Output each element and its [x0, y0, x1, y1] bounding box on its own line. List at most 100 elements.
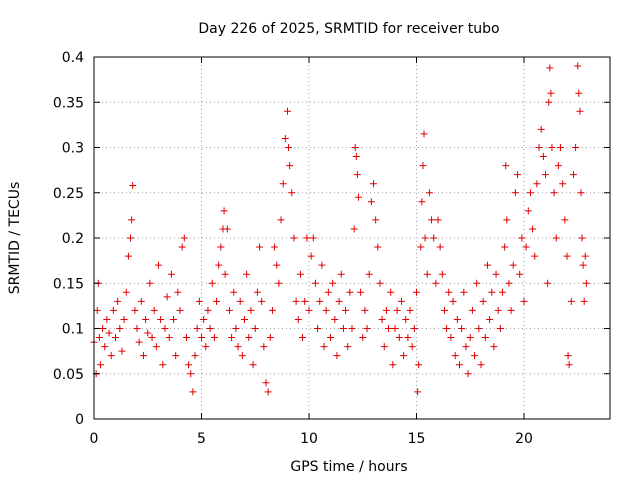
- data-point: [481, 334, 489, 342]
- data-point: [223, 225, 231, 233]
- data-point: [152, 343, 160, 351]
- data-point: [311, 279, 319, 287]
- y-tick-label: 0.35: [53, 95, 84, 111]
- data-point: [142, 315, 150, 323]
- data-point: [182, 334, 190, 342]
- y-tick-label: 0: [75, 412, 84, 428]
- data-point: [547, 89, 555, 97]
- data-point: [266, 334, 274, 342]
- data-point: [292, 297, 300, 305]
- data-point: [483, 261, 491, 269]
- data-point: [170, 315, 178, 323]
- data-point: [408, 343, 416, 351]
- data-point: [213, 297, 221, 305]
- data-point: [208, 279, 216, 287]
- data-point: [531, 252, 539, 260]
- y-tick-label: 0.3: [62, 141, 84, 157]
- data-point: [477, 361, 485, 369]
- data-point: [357, 288, 365, 296]
- data-point: [488, 288, 496, 296]
- data-point: [458, 325, 466, 332]
- data-point: [520, 297, 528, 305]
- data-point: [249, 361, 257, 369]
- x-tick-label: 5: [197, 431, 206, 447]
- data-point: [172, 352, 180, 360]
- data-point: [449, 297, 457, 305]
- data-point: [464, 370, 472, 378]
- data-point: [200, 315, 208, 323]
- data-point: [157, 315, 165, 323]
- data-point: [217, 243, 225, 251]
- data-point: [567, 297, 575, 305]
- x-tick-label: 10: [300, 431, 318, 447]
- data-point: [189, 388, 197, 396]
- data-point: [370, 180, 377, 188]
- data-point: [479, 297, 487, 305]
- data-point: [275, 279, 283, 287]
- data-point: [296, 270, 304, 278]
- data-point: [443, 325, 451, 332]
- data-point: [318, 261, 326, 269]
- data-point: [574, 62, 582, 70]
- data-point: [563, 252, 571, 260]
- data-point: [101, 343, 109, 351]
- data-point: [167, 270, 175, 278]
- data-point: [352, 153, 360, 161]
- data-point: [421, 234, 429, 242]
- data-point: [165, 334, 173, 342]
- data-point: [502, 162, 510, 170]
- data-point: [546, 64, 554, 72]
- data-point: [180, 234, 188, 242]
- data-point: [432, 279, 440, 287]
- data-point: [526, 189, 534, 197]
- data-point: [221, 270, 229, 278]
- data-point: [428, 216, 436, 224]
- data-point: [335, 297, 343, 305]
- data-point: [456, 361, 463, 369]
- data-point: [468, 306, 476, 314]
- data-point: [95, 334, 103, 342]
- data-point: [122, 288, 130, 296]
- data-point: [423, 270, 431, 278]
- data-point: [578, 234, 586, 242]
- data-point: [581, 252, 589, 260]
- x-tick-label: 15: [408, 431, 426, 447]
- data-point: [363, 325, 371, 332]
- data-point: [580, 297, 588, 305]
- data-point: [552, 234, 560, 242]
- data-point: [118, 347, 126, 355]
- data-point: [436, 243, 444, 251]
- data-point: [174, 288, 182, 296]
- data-point: [471, 352, 479, 360]
- data-point: [576, 107, 584, 115]
- data-point: [475, 325, 483, 332]
- data-point: [198, 334, 205, 342]
- y-tick-label: 0.15: [53, 276, 84, 292]
- data-point: [361, 306, 369, 314]
- data-point: [417, 243, 425, 251]
- data-point: [346, 288, 354, 296]
- data-point: [262, 379, 270, 387]
- data-point: [256, 243, 264, 251]
- data-point: [337, 270, 345, 278]
- data-point: [342, 306, 350, 314]
- data-point: [569, 171, 577, 179]
- data-point: [486, 315, 494, 323]
- data-point: [420, 130, 428, 138]
- data-point: [109, 306, 117, 314]
- data-point: [438, 270, 446, 278]
- data-point: [120, 315, 128, 323]
- data-point: [105, 329, 113, 337]
- data-point: [511, 189, 519, 197]
- data-point: [253, 288, 261, 296]
- data-point: [453, 315, 461, 323]
- data-point: [187, 370, 195, 378]
- data-point: [503, 216, 511, 224]
- data-point: [112, 334, 119, 342]
- data-point: [127, 234, 135, 242]
- y-axis-label: SRMTID / TECUs: [7, 182, 23, 295]
- data-point: [419, 162, 427, 170]
- data-point: [410, 325, 418, 332]
- data-point: [451, 352, 459, 360]
- data-point: [210, 334, 218, 342]
